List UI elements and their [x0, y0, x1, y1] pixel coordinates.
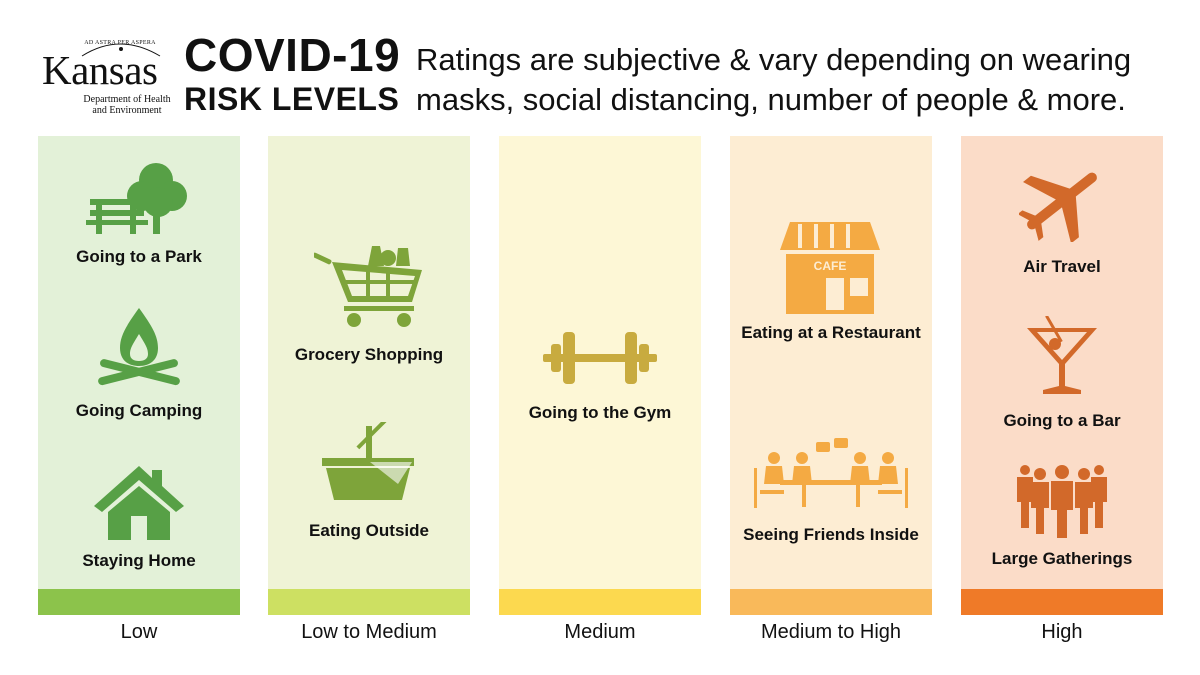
tagline: Ratings are subjective & vary depending …: [416, 42, 1132, 117]
cocktail-icon: [1027, 316, 1097, 394]
item-label-park: Going to a Park: [76, 247, 202, 266]
kdhe-logo: AD ASTRA PER ASPERA Kansas Department of…: [38, 36, 171, 120]
item-label-camping: Going Camping: [75, 401, 203, 420]
level-bar-low-to-medium: [268, 589, 470, 615]
item-label-bar: Going to a Bar: [1003, 411, 1121, 430]
level-label-high: High: [1041, 621, 1083, 643]
column-medium: Going to the Gym: [499, 136, 701, 615]
house-icon: [94, 466, 184, 540]
item-label-grocery: Grocery Shopping: [294, 345, 444, 364]
level-label-low: Low: [120, 621, 158, 643]
item-label-friends-inside: Seeing Friends Inside: [743, 525, 919, 544]
column-high: Air Travel Going to a Bar Large Gatherin…: [961, 136, 1163, 615]
logo-subtitle-line2: and Environment: [92, 105, 162, 116]
logo-motto: AD ASTRA PER ASPERA: [84, 40, 156, 46]
level-label-medium: Medium: [564, 621, 636, 643]
item-label-gym: Going to the Gym: [528, 403, 672, 422]
kansas-seal-arc: [81, 43, 161, 57]
page-subtitle: RISK LEVELS: [184, 81, 400, 117]
item-label-home: Staying Home: [82, 551, 196, 570]
cafe-icon: CAFE: [780, 222, 880, 314]
friends-table-icon: [754, 438, 908, 508]
column-low: Going to a Park Going Camping Staying Ho…: [38, 136, 240, 615]
crowd-icon: [1017, 465, 1107, 538]
column-low-to-medium: Grocery Shopping Eating Outside: [268, 136, 470, 615]
level-bar-medium-to-high: [730, 589, 932, 615]
park-icon: [86, 163, 187, 234]
page-title: COVID-19: [184, 29, 401, 81]
campfire-icon: [98, 308, 180, 386]
shopping-cart-icon: [314, 246, 422, 327]
picnic-basket-icon: [322, 422, 414, 500]
logo-subtitle-line1: Department of Health: [83, 94, 171, 105]
level-bar-medium: [499, 589, 701, 615]
level-label-medium-to-high: Medium to High: [760, 621, 902, 643]
column-medium-to-high: CAFE Eating at a Restaurant Seeing Frien…: [730, 136, 932, 615]
item-label-gatherings: Large Gatherings: [991, 549, 1133, 568]
cafe-sign: CAFE: [814, 259, 847, 273]
logo-name: Kansas: [42, 47, 158, 93]
level-bar-low: [38, 589, 240, 615]
item-label-eating-outside: Eating Outside: [309, 521, 429, 540]
item-label-restaurant: Eating at a Restaurant: [741, 323, 921, 342]
item-label-air-travel: Air Travel: [1023, 257, 1101, 276]
dumbbell-icon: [543, 332, 657, 384]
airplane-icon: [1019, 172, 1097, 242]
level-bar-high: [961, 589, 1163, 615]
level-label-low-to-medium: Low to Medium: [301, 621, 437, 643]
